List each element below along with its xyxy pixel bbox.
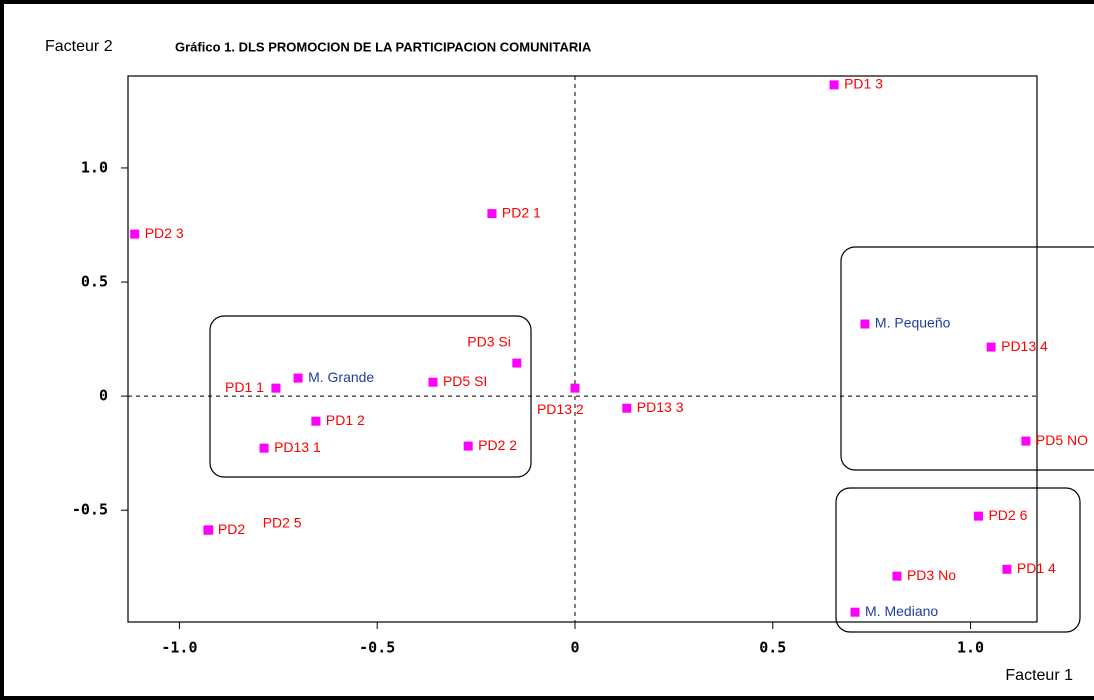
chart-title: Gráfico 1. DLS PROMOCION DE LA PARTICIPA…	[175, 39, 592, 54]
point	[293, 373, 303, 383]
point-label: PD1 1	[225, 379, 264, 395]
y-tick-label: 1.0	[81, 158, 108, 176]
point	[622, 403, 632, 413]
point-label: PD5 SI	[443, 373, 487, 389]
x-tick-label: 1.0	[957, 639, 984, 657]
point-label: PD13 2	[537, 401, 584, 417]
x-axis-label: Facteur 1	[1005, 667, 1073, 684]
x-tick-label: 0	[570, 639, 579, 657]
point-label: M. Pequeño	[875, 315, 951, 331]
point-label: PD1 2	[326, 412, 365, 428]
point	[428, 377, 438, 387]
point-label: M. Mediano	[865, 603, 938, 619]
point-label: PD1 4	[1017, 560, 1056, 576]
y-tick-label: 0.5	[81, 273, 108, 291]
point	[259, 443, 269, 453]
point-label: PD1 3	[844, 76, 883, 92]
plot-frame	[127, 75, 1038, 623]
point	[512, 358, 522, 368]
point	[487, 209, 497, 219]
x-tick-label: 0.5	[759, 639, 786, 657]
y-tick-label: -0.5	[72, 501, 108, 519]
point	[829, 80, 839, 90]
point-label: PD13 3	[637, 399, 684, 415]
point-label: PD2 2	[478, 437, 517, 453]
y-axis-label: Facteur 2	[45, 38, 113, 55]
point-label: PD2 5	[263, 515, 302, 531]
point	[1021, 436, 1031, 446]
point-label: PD3 Si	[467, 334, 511, 350]
point	[463, 441, 473, 451]
point-label: PD2	[218, 521, 245, 537]
x-tick-label: -0.5	[359, 639, 395, 657]
point	[311, 416, 321, 426]
point	[860, 319, 870, 329]
point	[1002, 564, 1012, 574]
x-tick-label: -1.0	[161, 639, 197, 657]
point-label: M. Grande	[308, 369, 374, 385]
group-box	[840, 246, 1094, 471]
point	[130, 229, 140, 239]
group-box	[835, 487, 1081, 633]
point	[986, 342, 996, 352]
point	[850, 607, 860, 617]
y-tick-label: 0	[99, 387, 108, 405]
point	[892, 571, 902, 581]
point-label: PD13 4	[1001, 338, 1048, 354]
point-label: PD3 No	[907, 567, 956, 583]
point-label: PD2 1	[502, 204, 541, 220]
point	[973, 511, 983, 521]
point	[570, 383, 580, 393]
point-label: PD2 3	[145, 225, 184, 241]
point	[204, 525, 214, 535]
point-label: PD13 1	[274, 439, 321, 455]
point-label: PD2 6	[988, 507, 1027, 523]
point	[271, 383, 281, 393]
point-label: PD5 NO	[1036, 432, 1088, 448]
